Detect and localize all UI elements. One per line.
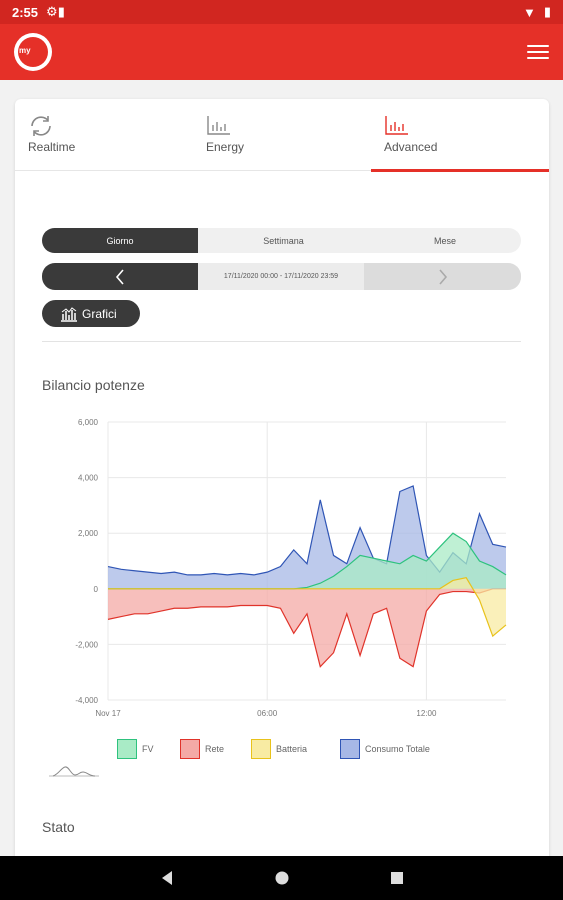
previous-period-button[interactable] xyxy=(42,263,198,290)
home-nav-icon[interactable] xyxy=(274,870,290,886)
x-tick-label: 06:00 xyxy=(257,709,278,718)
charts-button[interactable]: Grafici xyxy=(42,300,140,327)
active-tab-indicator xyxy=(371,169,549,172)
x-tick-label: Nov 17 xyxy=(95,709,121,718)
refresh-icon xyxy=(31,116,51,136)
y-tick-label: -2,000 xyxy=(75,640,98,649)
settings-status-icon: ⚙ xyxy=(46,4,58,19)
tab-energy[interactable]: Energy xyxy=(193,99,371,171)
sd-card-status-icon: ▮ xyxy=(57,4,65,19)
date-range-label: 17/11/2020 00:00 - 17/11/2020 23:59 xyxy=(198,263,364,290)
series-rete-line xyxy=(107,588,506,668)
chart-title: Bilancio potenze xyxy=(42,377,145,393)
tab-advanced[interactable]: Advanced xyxy=(371,99,549,172)
wifi-icon: ▼ xyxy=(522,4,536,20)
legend-rete[interactable]: Rete xyxy=(180,739,224,759)
status-bar: 2:55 ⚙ ▮ ▼ ▮ xyxy=(0,0,563,24)
series-batteria-line xyxy=(108,577,507,638)
series-rete-area xyxy=(108,588,506,667)
charts-icon xyxy=(61,306,77,322)
period-mese[interactable]: Mese xyxy=(433,235,456,246)
y-tick-label: -4,000 xyxy=(75,696,98,705)
battery-icon: ▮ xyxy=(543,4,551,19)
legend-fv-swatch xyxy=(117,739,137,759)
bar-chart-icon xyxy=(207,116,230,135)
date-navigator: 17/11/2020 00:00 - 17/11/2020 23:59 xyxy=(42,263,521,290)
next-period-button[interactable] xyxy=(364,263,521,290)
tab-bar: Realtime Energy Advanced xyxy=(15,99,549,172)
legend-batteria-label: Batteria xyxy=(276,744,308,754)
period-giorno[interactable]: Giorno xyxy=(42,228,198,253)
chevron-right-icon xyxy=(438,268,447,285)
legend-consumo-label: Consumo Totale xyxy=(365,744,430,754)
content-card: Realtime Energy Advanced Giorno Settiman… xyxy=(15,99,549,859)
menu-icon[interactable] xyxy=(527,43,549,61)
recents-nav-icon[interactable] xyxy=(390,871,404,885)
app-logo[interactable]: my xyxy=(14,33,52,71)
system-nav-bar xyxy=(0,856,563,900)
back-nav-icon[interactable] xyxy=(160,870,174,886)
chart-legend: FV Rete Batteria Consumo Totale xyxy=(15,737,549,761)
chevron-left-icon xyxy=(115,268,124,285)
app-bar: my xyxy=(0,24,563,80)
series-fv-area xyxy=(108,533,506,589)
status-section-title: Stato xyxy=(42,819,75,835)
y-tick-label: 0 xyxy=(94,585,99,594)
charts-button-label: Grafici xyxy=(82,306,117,321)
legend-consumo[interactable]: Consumo Totale xyxy=(340,739,430,759)
y-tick-label: 6,000 xyxy=(78,418,99,427)
tab-energy-label: Energy xyxy=(206,140,245,154)
status-time: 2:55 xyxy=(12,4,39,20)
y-tick-label: 4,000 xyxy=(78,474,99,483)
legend-batteria-swatch xyxy=(251,739,271,759)
tab-advanced-label: Advanced xyxy=(384,140,438,154)
legend-batteria[interactable]: Batteria xyxy=(251,739,307,759)
y-tick-label: 2,000 xyxy=(78,529,99,538)
divider xyxy=(42,341,521,342)
legend-consumo-swatch xyxy=(340,739,360,759)
period-selector: Giorno Settimana Mese xyxy=(42,228,521,253)
chart-zoom-overview[interactable] xyxy=(47,761,101,781)
legend-rete-label: Rete xyxy=(205,744,225,754)
x-tick-label: 12:00 xyxy=(416,709,437,718)
legend-rete-swatch xyxy=(180,739,200,759)
tab-realtime[interactable]: Realtime xyxy=(15,99,193,171)
advanced-chart-icon xyxy=(385,116,408,135)
legend-fv-label: FV xyxy=(142,744,154,754)
tab-realtime-label: Realtime xyxy=(28,140,76,154)
legend-fv[interactable]: FV xyxy=(117,739,154,759)
power-balance-chart: 6,000 4,000 2,000 0 -2,000 -4,000 Nov 17 06:00… xyxy=(75,418,507,718)
series-batteria-area xyxy=(108,577,506,637)
period-settimana[interactable]: Settimana xyxy=(263,235,304,246)
